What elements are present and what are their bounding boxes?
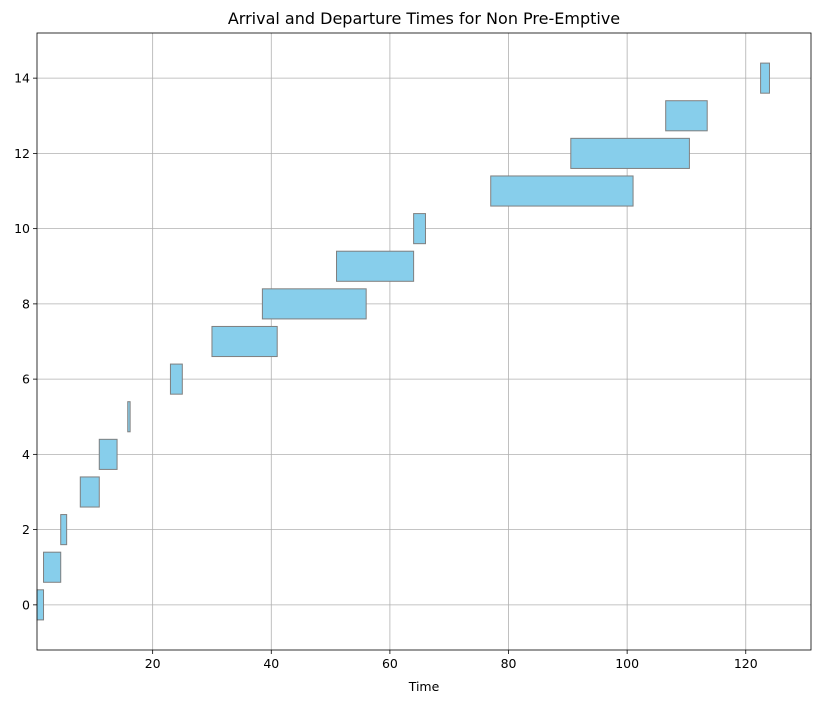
bar-process-1 [43,551,62,583]
y-tick-label: 4 [22,447,30,462]
bar-process-11 [490,175,634,207]
bar-process-10 [413,213,426,245]
x-tick-label: 80 [501,656,517,671]
bar-process-9 [336,250,415,282]
bar-process-3 [79,476,100,508]
x-tick-label: 120 [734,656,758,671]
bar-process-0 [36,589,45,621]
bar-process-13 [665,100,708,132]
bar-process-2 [60,514,68,546]
bar-process-12 [570,137,690,169]
bar-process-5 [127,401,131,433]
y-tick-label: 8 [22,296,30,311]
plot-area-frame [36,32,812,651]
y-tick-label: 0 [22,597,30,612]
y-tick-label: 14 [14,71,30,86]
bar-process-7 [211,325,278,358]
x-tick-label: 40 [263,656,279,671]
x-axis-ticks: 20 40 60 80 100 120 [145,650,758,671]
bar-process-8 [261,288,367,320]
x-axis-label: Time [408,679,440,694]
y-axis-ticks: 0 2 4 6 8 10 12 14 [14,71,37,612]
bar-process-14 [760,62,770,94]
x-tick-label: 100 [615,656,639,671]
x-tick-label: 60 [382,656,398,671]
bar-process-4 [98,438,118,470]
x-tick-label: 20 [145,656,161,671]
y-tick-label: 12 [14,146,30,161]
y-tick-label: 10 [14,221,30,236]
bars [36,62,770,621]
y-tick-label: 2 [22,522,30,537]
bar-process-6 [169,363,183,395]
y-tick-label: 6 [22,372,30,387]
chart-title: Arrival and Departure Times for Non Pre-… [228,9,620,28]
